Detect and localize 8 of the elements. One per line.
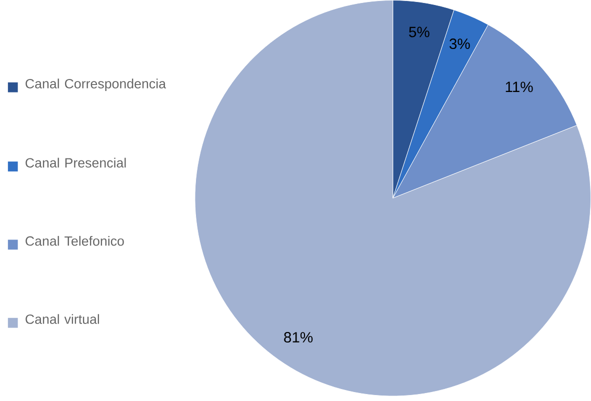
data-label: 81%: [284, 332, 313, 343]
data-label: 11%: [506, 82, 533, 92]
legend-label: Canal Correspondencia: [26, 78, 166, 92]
legend-label: Canal Telefonico: [26, 236, 124, 246]
data-label: 5%: [409, 26, 430, 38]
data-label: 3%: [450, 38, 470, 50]
legend-label: Canal Presencial: [26, 158, 126, 168]
legend-label: Canal virtual: [26, 314, 100, 324]
